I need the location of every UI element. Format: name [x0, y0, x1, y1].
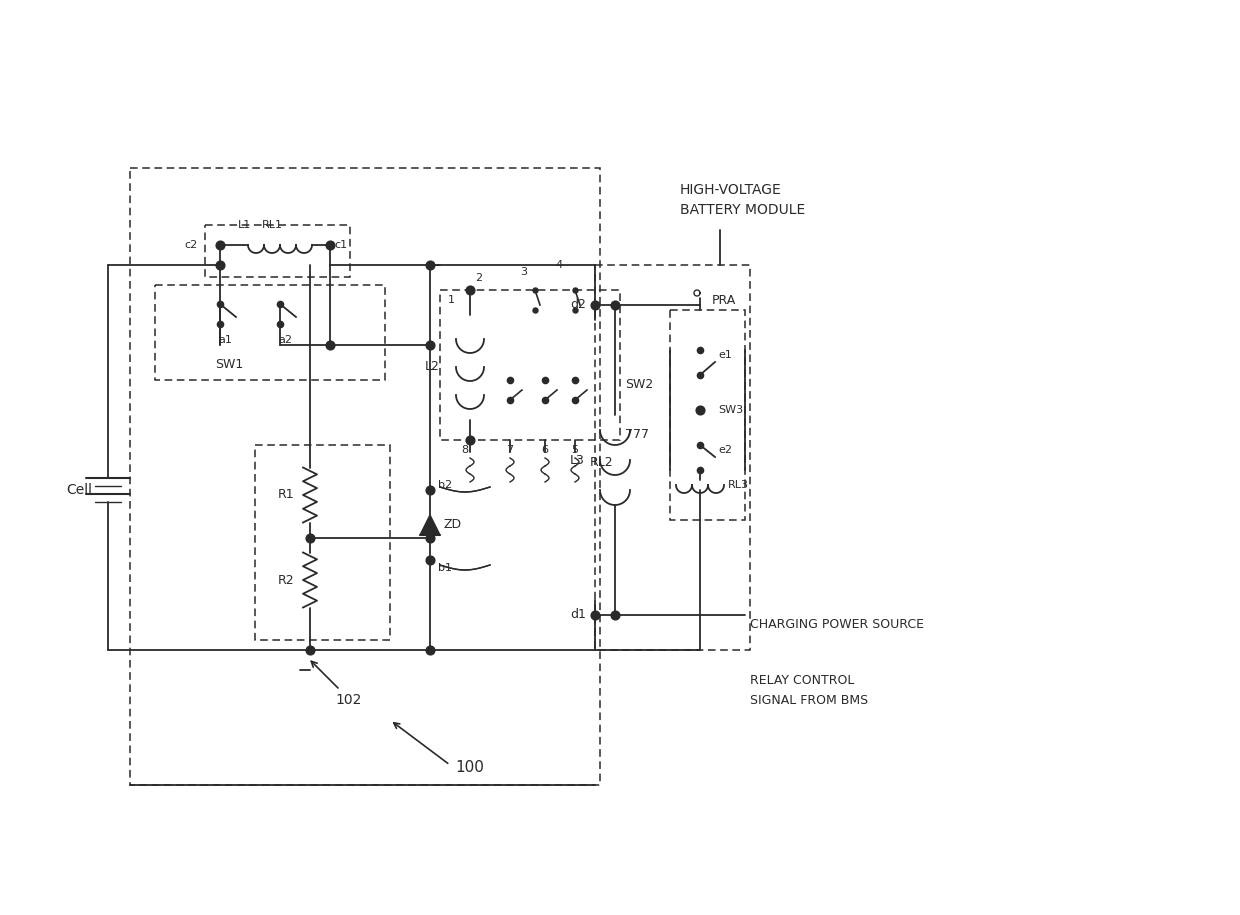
Text: RL2: RL2	[590, 456, 614, 468]
Text: SW2: SW2	[625, 379, 653, 392]
Text: b1: b1	[438, 563, 453, 573]
Bar	[440, 290, 620, 440]
Text: c2: c2	[185, 240, 198, 250]
Text: 7: 7	[506, 445, 513, 455]
Text: RL1: RL1	[262, 220, 283, 230]
Text: L3: L3	[570, 454, 585, 467]
Text: 4: 4	[556, 260, 562, 270]
Text: 3: 3	[520, 267, 527, 277]
Text: R2: R2	[278, 574, 295, 587]
Text: 8: 8	[461, 445, 469, 455]
Text: e1: e1	[718, 350, 732, 360]
Text: 777: 777	[625, 428, 649, 442]
Bar	[595, 265, 750, 650]
Text: SIGNAL FROM BMS: SIGNAL FROM BMS	[750, 694, 868, 706]
Text: d2: d2	[570, 298, 585, 311]
Text: SW3: SW3	[718, 405, 743, 415]
Text: CHARGING POWER SOURCE: CHARGING POWER SOURCE	[750, 619, 924, 631]
Text: a1: a1	[218, 335, 232, 345]
Text: L1: L1	[238, 220, 252, 230]
Text: 2: 2	[475, 273, 482, 283]
Text: d1: d1	[570, 608, 585, 621]
Text: HIGH-VOLTAGE: HIGH-VOLTAGE	[680, 183, 781, 197]
Text: PRA: PRA	[712, 294, 737, 307]
Text: R1: R1	[278, 489, 295, 501]
Text: SW1: SW1	[215, 358, 243, 371]
Bar	[670, 310, 745, 520]
Text: RL3: RL3	[728, 480, 749, 490]
Polygon shape	[420, 515, 440, 535]
Bar	[130, 168, 600, 785]
Text: e2: e2	[718, 445, 732, 455]
Text: b2: b2	[438, 480, 453, 490]
Text: a2: a2	[278, 335, 291, 345]
Text: Cell: Cell	[66, 483, 92, 497]
Text: 102: 102	[335, 693, 361, 707]
Text: RELAY CONTROL: RELAY CONTROL	[750, 673, 854, 686]
Text: BATTERY MODULE: BATTERY MODULE	[680, 203, 805, 217]
Text: 5: 5	[572, 445, 579, 455]
Bar	[255, 445, 391, 640]
Text: 1: 1	[448, 295, 455, 305]
Text: c1: c1	[334, 240, 347, 250]
Text: 6: 6	[542, 445, 548, 455]
Bar	[155, 285, 384, 380]
Text: L2: L2	[425, 361, 440, 373]
Text: 100: 100	[455, 760, 484, 776]
Text: ZD: ZD	[444, 519, 463, 532]
Bar	[205, 225, 350, 277]
